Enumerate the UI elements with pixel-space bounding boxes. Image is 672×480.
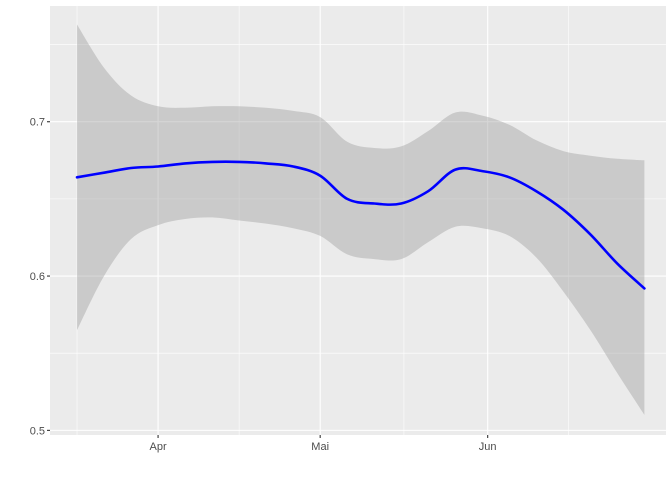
smoothed-trend-line [75, 160, 646, 290]
minor-gridlines [50, 6, 666, 435]
y-tick-label: 0.6 [30, 271, 45, 283]
x-tick-label: Mai [311, 441, 329, 453]
x-tick-label: Apr [150, 441, 167, 453]
plot-panel [50, 6, 666, 435]
confidence-ribbon [77, 24, 645, 415]
x-tick-label: Jun [479, 441, 497, 453]
y-tick-label: 0.5 [30, 425, 45, 437]
x-axis: Apr Mai Jun [150, 435, 497, 453]
y-tick-label: 0.7 [30, 117, 45, 129]
major-gridlines [50, 6, 666, 435]
y-axis: 0.5 0.6 0.7 [30, 117, 50, 437]
